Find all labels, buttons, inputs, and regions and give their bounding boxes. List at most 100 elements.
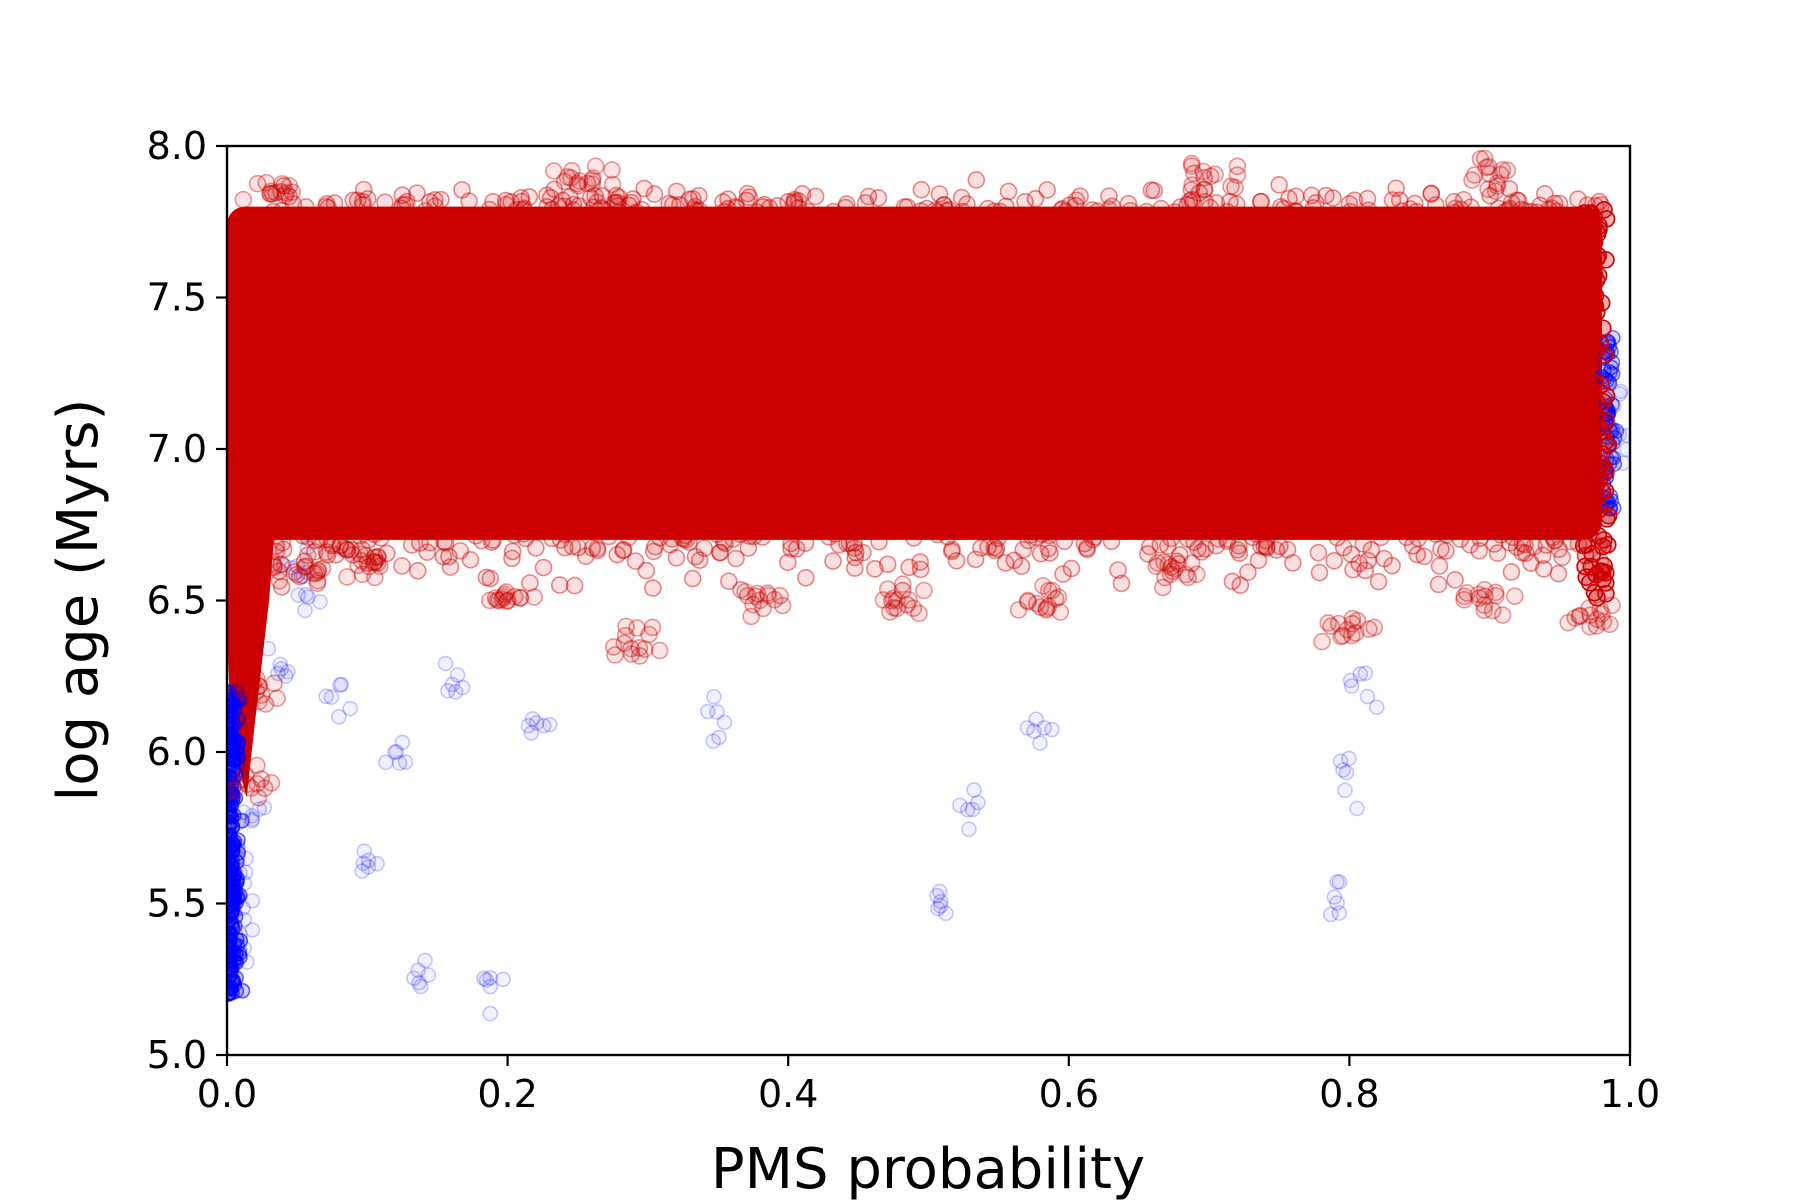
red-point — [1588, 588, 1606, 607]
blue-point — [535, 717, 552, 734]
red-point — [690, 201, 709, 220]
red-point — [1165, 559, 1184, 578]
red-point — [874, 591, 893, 609]
red-point — [505, 587, 524, 606]
red-point — [1009, 601, 1028, 619]
red-point — [747, 587, 765, 606]
red-point — [1194, 162, 1212, 181]
red-point — [1543, 199, 1562, 218]
red-point — [1475, 580, 1494, 599]
blue-point — [289, 558, 306, 574]
blue-point — [229, 849, 246, 866]
red-point — [1597, 510, 1616, 528]
red-point — [511, 588, 530, 607]
red-point — [436, 534, 455, 552]
red-point — [660, 194, 678, 213]
red-point — [1222, 177, 1240, 196]
red-point — [561, 188, 579, 206]
blue-point — [232, 865, 248, 881]
red-point — [378, 544, 396, 563]
red-point — [297, 198, 315, 216]
red-point — [256, 695, 275, 713]
blue-point — [227, 911, 238, 928]
red-point — [1324, 189, 1342, 207]
red-point — [1455, 590, 1473, 609]
red-point — [294, 527, 312, 545]
red-point — [1500, 199, 1519, 218]
red-point — [353, 565, 372, 584]
red-point — [1600, 615, 1619, 634]
blue-point — [369, 855, 385, 872]
blue-point — [227, 751, 241, 767]
red-point — [268, 689, 286, 708]
red-point — [1575, 496, 1593, 515]
red-point — [1348, 611, 1367, 630]
red-point — [1537, 536, 1556, 554]
red-point — [620, 196, 638, 215]
red-point — [987, 540, 1006, 558]
red-point — [482, 533, 501, 551]
red-point — [1338, 620, 1357, 639]
red-point — [1584, 447, 1603, 466]
blue-point — [417, 952, 433, 969]
blue-point — [447, 684, 464, 700]
red-point — [1179, 530, 1197, 548]
red-point — [267, 537, 286, 555]
red-point — [1328, 528, 1347, 547]
red-point — [1054, 565, 1072, 583]
red-point — [1071, 187, 1089, 205]
red-point — [912, 202, 930, 220]
red-point — [250, 692, 268, 711]
red-point — [911, 560, 930, 579]
red-point — [789, 199, 808, 217]
red-point — [543, 200, 561, 219]
blue-point — [300, 589, 316, 605]
red-point — [846, 543, 865, 562]
red-point — [309, 562, 327, 581]
red-point — [1403, 537, 1422, 555]
red-point — [1046, 590, 1065, 608]
red-point — [643, 618, 662, 637]
red-point — [1119, 195, 1138, 213]
red-point — [270, 562, 288, 581]
red-point — [270, 572, 289, 590]
blue-point — [444, 676, 461, 693]
red-point — [1162, 558, 1180, 576]
blue-point — [251, 801, 268, 817]
red-point — [878, 555, 897, 574]
red-point — [991, 202, 1009, 221]
red-point — [797, 568, 815, 587]
blue-point — [227, 766, 241, 782]
red-point — [551, 531, 570, 549]
red-point — [505, 526, 524, 544]
blue-point — [270, 665, 286, 682]
red-point — [1168, 552, 1186, 571]
blue-point — [232, 762, 249, 778]
red-point — [295, 552, 314, 571]
red-point — [1475, 587, 1494, 606]
red-point — [360, 557, 378, 576]
blue-point — [256, 799, 273, 816]
red-point — [651, 528, 669, 547]
blue-point — [454, 679, 471, 696]
blue-point — [236, 911, 253, 928]
red-point — [1493, 606, 1512, 624]
red-point — [416, 202, 435, 220]
blue-point — [1341, 750, 1357, 767]
red-point — [1578, 535, 1596, 554]
red-point — [267, 542, 286, 561]
red-point — [938, 528, 957, 546]
blue-point — [295, 568, 312, 585]
red-point — [606, 193, 625, 212]
red-point — [1437, 542, 1455, 560]
red-point — [837, 195, 856, 213]
red-point — [1228, 540, 1247, 559]
red-point — [1325, 552, 1343, 570]
red-point — [542, 188, 560, 207]
red-point — [1493, 161, 1512, 179]
red-point — [607, 186, 626, 205]
blue-point — [482, 970, 499, 986]
red-point — [348, 191, 367, 210]
red-point — [583, 171, 602, 190]
blue-point — [520, 717, 537, 734]
